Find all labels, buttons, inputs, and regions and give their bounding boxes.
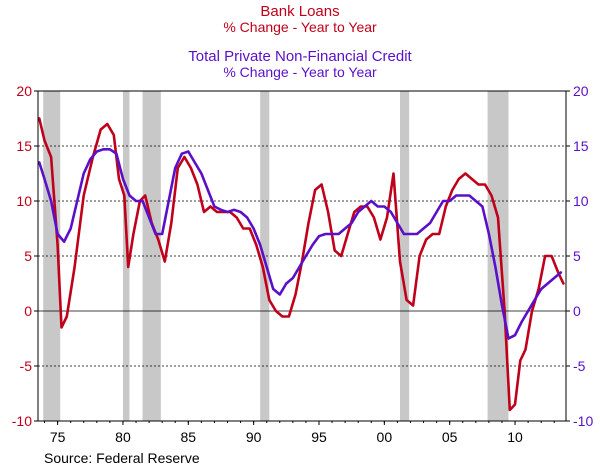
left-tick-label: 0 <box>24 303 32 319</box>
left-tick-label: 10 <box>16 193 32 209</box>
x-axis: 75 80 85 90 95 00 05 10 <box>44 421 555 445</box>
chart-subtitle-credit: % Change - Year to Year <box>223 64 377 80</box>
left-tick-label: 5 <box>24 248 32 264</box>
right-tick-label: -10 <box>573 413 593 429</box>
x-tick-label: 00 <box>377 429 393 445</box>
series-lines <box>38 117 565 412</box>
x-tick-label: 75 <box>50 429 66 445</box>
right-tick-label: 15 <box>573 138 589 154</box>
series-line-credit <box>38 148 563 340</box>
x-tick-label: 80 <box>115 429 131 445</box>
right-tick-label: 10 <box>573 193 589 209</box>
x-tick-label: 90 <box>246 429 262 445</box>
right-axis: -10 -5 0 5 10 15 20 <box>566 83 593 429</box>
chart-title-bank-loans: Bank Loans <box>260 3 340 20</box>
right-tick-label: 0 <box>573 303 581 319</box>
left-axis: -10 -5 0 5 10 15 20 <box>12 83 38 429</box>
x-tick-label: 95 <box>311 429 327 445</box>
right-tick-label: 5 <box>573 248 581 264</box>
recession-band-4 <box>400 91 410 421</box>
gridlines <box>38 145 566 367</box>
right-tick-label: -5 <box>573 358 586 374</box>
source-note: Source: Federal Reserve <box>44 450 200 466</box>
left-tick-label: 15 <box>16 138 32 154</box>
left-tick-label: 20 <box>16 83 32 99</box>
x-tick-label: 10 <box>507 429 523 445</box>
left-tick-label: -5 <box>20 358 33 374</box>
x-tick-label: 05 <box>442 429 458 445</box>
chart-title-credit: Total Private Non-Financial Credit <box>188 48 412 65</box>
left-tick-label: -10 <box>12 413 32 429</box>
x-tick-label: 85 <box>181 429 197 445</box>
right-tick-label: 20 <box>573 83 589 99</box>
chart-subtitle-bank-loans: % Change - Year to Year <box>223 19 377 35</box>
